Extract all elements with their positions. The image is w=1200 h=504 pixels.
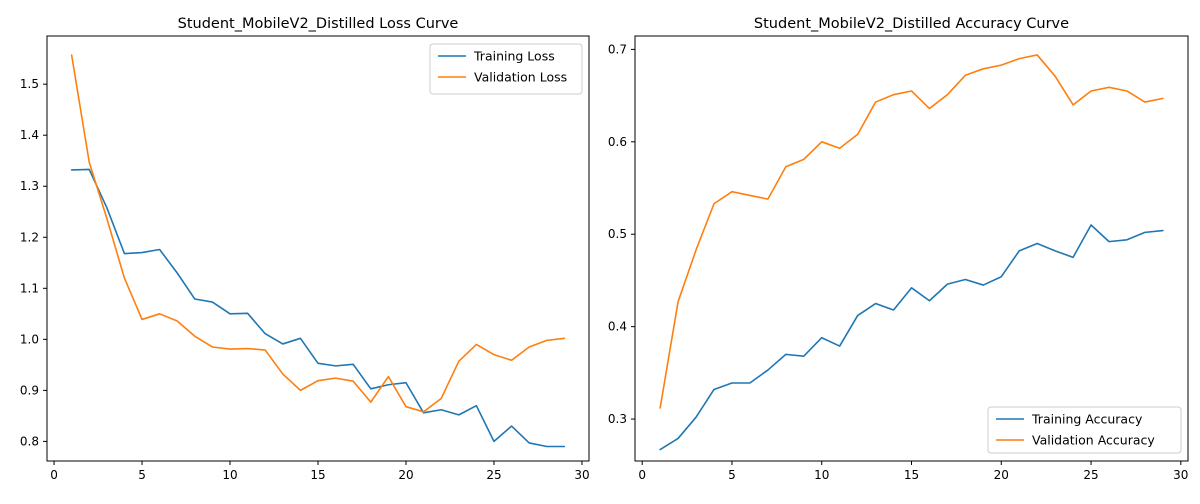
y-tick-label: 1.1 — [20, 281, 39, 295]
x-tick-label: 15 — [310, 468, 325, 482]
legend-label: Training Accuracy — [1031, 412, 1143, 427]
x-tick-label: 5 — [138, 468, 146, 482]
axes-frame — [634, 35, 1189, 462]
x-tick-label: 10 — [814, 468, 829, 482]
subplot-1: Student_MobileV2_Distilled Loss Curve 0 5 1… — [20, 16, 590, 482]
legend-label: Validation Accuracy — [1032, 433, 1155, 448]
x-tick-label: 10 — [222, 468, 237, 482]
subplot-2: Student_MobileV2_Distilled Accuracy Curv… — [608, 16, 1189, 482]
series-line-training — [70, 168, 566, 448]
legend: Training Accuracy Validation Accuracy — [987, 406, 1182, 454]
x-tick-label: 0 — [50, 468, 58, 482]
series-line-validation — [659, 54, 1164, 409]
legend-box — [987, 406, 1182, 454]
legend-label: Training Loss — [473, 49, 555, 64]
x-tick-label: 0 — [638, 468, 646, 482]
chart-title: Student_MobileV2_Distilled Loss Curve — [178, 16, 459, 32]
legend-box — [429, 43, 583, 95]
y-tick-label: 1.4 — [20, 128, 39, 142]
x-tick-label: 30 — [1173, 468, 1188, 482]
legend-label: Validation Loss — [474, 70, 567, 85]
y-tick-label: 0.3 — [608, 412, 627, 426]
chart-title: Student_MobileV2_Distilled Accuracy Curv… — [754, 16, 1069, 32]
y-tick-label: 0.6 — [608, 135, 627, 149]
x-tick-label: 30 — [574, 468, 589, 482]
y-tick-label: 1.3 — [20, 179, 39, 193]
y-tick-label: 1.2 — [20, 230, 39, 244]
x-tick-label: 20 — [994, 468, 1009, 482]
x-tick-label: 25 — [486, 468, 501, 482]
x-tick-label: 25 — [1083, 468, 1098, 482]
axes-frame — [46, 35, 590, 462]
series-line-validation — [70, 54, 566, 413]
y-tick-label: 0.5 — [608, 227, 627, 241]
x-tick-label: 15 — [904, 468, 919, 482]
y-tick-label: 0.4 — [608, 320, 627, 334]
series-line-training — [659, 224, 1164, 451]
x-tick-label: 5 — [728, 468, 736, 482]
y-tick-label: 0.8 — [20, 434, 39, 448]
y-tick-label: 1.5 — [20, 77, 39, 91]
x-tick-label: 20 — [398, 468, 413, 482]
y-tick-label: 0.9 — [20, 383, 39, 397]
legend: Training Loss Validation Loss — [429, 43, 583, 95]
y-tick-label: 1.0 — [20, 332, 39, 346]
y-tick-label: 0.7 — [608, 42, 627, 56]
